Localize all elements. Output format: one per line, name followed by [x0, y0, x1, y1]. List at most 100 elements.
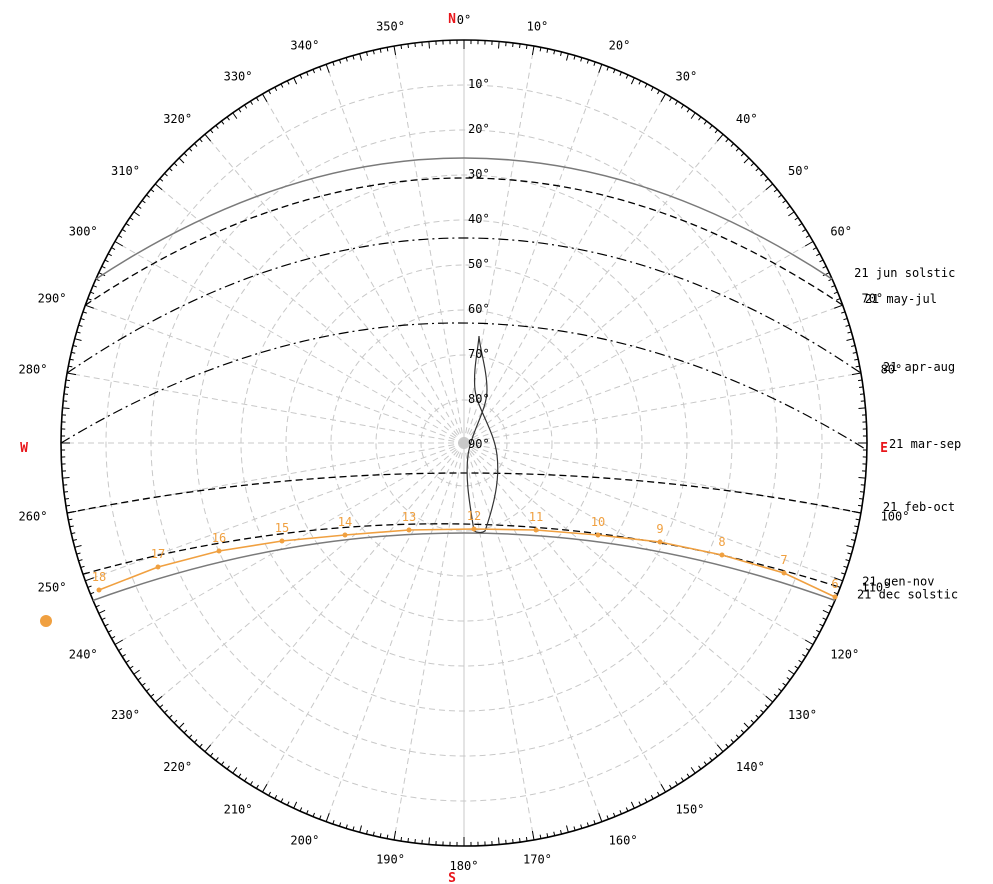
degree-tick [828, 604, 833, 608]
degree-tick [168, 714, 173, 719]
degree-tick [845, 324, 850, 327]
hour-point [216, 548, 222, 554]
degree-tick [553, 50, 556, 55]
azimuth-gridline [463, 183, 774, 444]
day-curve-label: 21 mar-sep [889, 437, 961, 451]
azimuth-gridline [463, 442, 666, 793]
day-curve-label: 21 gen-nov [862, 574, 934, 588]
azimuth-label: 220° [163, 760, 192, 774]
degree-tick [740, 729, 745, 734]
hour-label: 17 [151, 547, 165, 561]
degree-tick [312, 69, 315, 74]
degree-tick [709, 125, 713, 129]
degree-tick [802, 654, 807, 657]
degree-tick [80, 317, 85, 321]
degree-tick [714, 752, 719, 757]
degree-tick [293, 801, 298, 809]
degree-tick [280, 83, 284, 88]
degree-tick [638, 80, 642, 85]
degree-tick [345, 57, 348, 62]
degree-tick [690, 767, 696, 774]
degree-tick [352, 55, 355, 60]
degree-tick [215, 757, 219, 761]
degree-tick [129, 217, 134, 221]
degree-tick [760, 172, 764, 177]
degree-tick [546, 48, 549, 53]
cardinal-south-label: S [448, 871, 456, 884]
degree-tick [822, 617, 827, 621]
day-curve [95, 157, 833, 280]
azimuth-label: 190° [376, 853, 405, 867]
hour-point [533, 527, 539, 533]
azimuth-label: 300° [69, 225, 98, 239]
degree-tick [625, 74, 629, 79]
degree-tick [680, 104, 684, 109]
degree-tick [812, 636, 817, 639]
degree-tick [173, 719, 178, 724]
azimuth-label: 330° [224, 70, 253, 84]
degree-tick [133, 669, 140, 675]
degree-tick [613, 812, 616, 817]
degree-tick [843, 317, 848, 321]
degree-tick [393, 46, 397, 56]
degree-tick [107, 629, 112, 633]
degree-tick [62, 477, 70, 479]
analemma-curve [466, 335, 499, 534]
degree-tick [78, 324, 83, 327]
degree-tick [137, 205, 142, 209]
degree-tick [121, 229, 126, 232]
degree-tick [788, 211, 795, 217]
degree-tick [519, 43, 521, 48]
degree-tick [743, 722, 750, 729]
degree-tick [168, 167, 173, 172]
hour-point [719, 552, 725, 558]
hour-label: 11 [529, 510, 543, 524]
degree-tick [650, 795, 654, 800]
degree-tick [85, 577, 94, 582]
azimuth-label: 20° [609, 39, 631, 53]
degree-tick [644, 798, 648, 803]
degree-tick [407, 43, 409, 48]
azimuth-label: 50° [788, 164, 810, 178]
degree-tick [816, 253, 821, 257]
degree-tick [199, 743, 203, 748]
degree-tick [586, 59, 590, 64]
degree-tick [858, 379, 863, 382]
degree-tick [854, 358, 859, 361]
altitude-ring-label: 80° [468, 392, 490, 406]
degree-tick [141, 200, 146, 204]
degree-tick [274, 86, 278, 91]
degree-tick [852, 532, 857, 535]
degree-tick [345, 824, 348, 829]
degree-tick [104, 623, 109, 627]
degree-tick [812, 247, 817, 250]
degree-tick [525, 44, 528, 49]
azimuth-gridline [67, 372, 465, 444]
degree-tick [293, 77, 298, 85]
degree-tick [703, 761, 707, 766]
degree-tick [159, 178, 164, 182]
degree-tick [765, 183, 774, 191]
degree-tick [782, 200, 787, 204]
azimuth-gridline [463, 442, 774, 703]
degree-tick [280, 798, 284, 803]
degree-tick [855, 365, 860, 368]
azimuth-label: 70° [861, 291, 883, 305]
degree-tick [125, 659, 130, 663]
degree-tick [725, 138, 729, 143]
degree-tick [400, 44, 403, 49]
degree-tick [65, 379, 70, 382]
degree-tick [630, 801, 635, 809]
azimuth-label: 30° [676, 70, 698, 84]
degree-tick [226, 765, 230, 770]
azimuth-label: 240° [69, 648, 98, 662]
degree-tick [794, 665, 799, 669]
azimuth-gridline [463, 442, 535, 840]
azimuth-gridline [463, 442, 843, 582]
degree-tick [573, 55, 576, 60]
degree-tick [101, 617, 106, 621]
degree-tick [95, 604, 100, 608]
degree-tick [593, 61, 596, 66]
degree-tick [847, 331, 852, 334]
degree-tick [209, 752, 214, 757]
